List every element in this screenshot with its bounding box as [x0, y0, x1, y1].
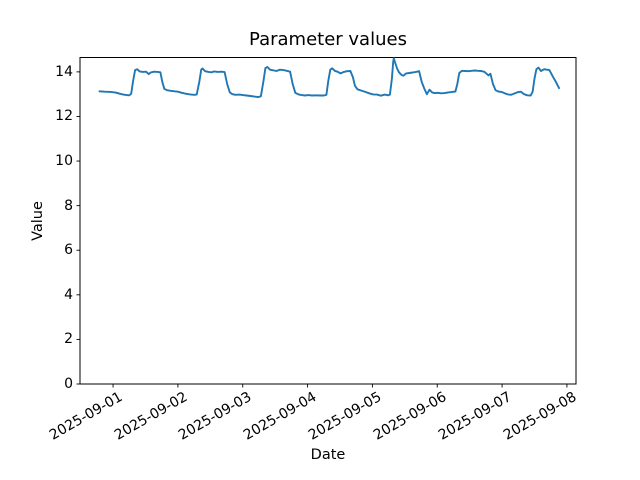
y-tick-label: 12 [55, 108, 73, 125]
y-tick-label: 8 [64, 197, 73, 214]
y-tick-label: 10 [55, 153, 73, 170]
data-line [98, 57, 561, 99]
chart-title: Parameter values [249, 29, 407, 50]
y-tick-label: 2 [64, 331, 73, 348]
y-tick-label: 14 [55, 63, 73, 80]
y-tick-label: 4 [64, 286, 73, 303]
axes-border [79, 57, 577, 385]
y-tick-label: 0 [64, 376, 73, 392]
x-axis-label: Date [310, 447, 346, 463]
y-tick-label: 6 [64, 242, 73, 259]
